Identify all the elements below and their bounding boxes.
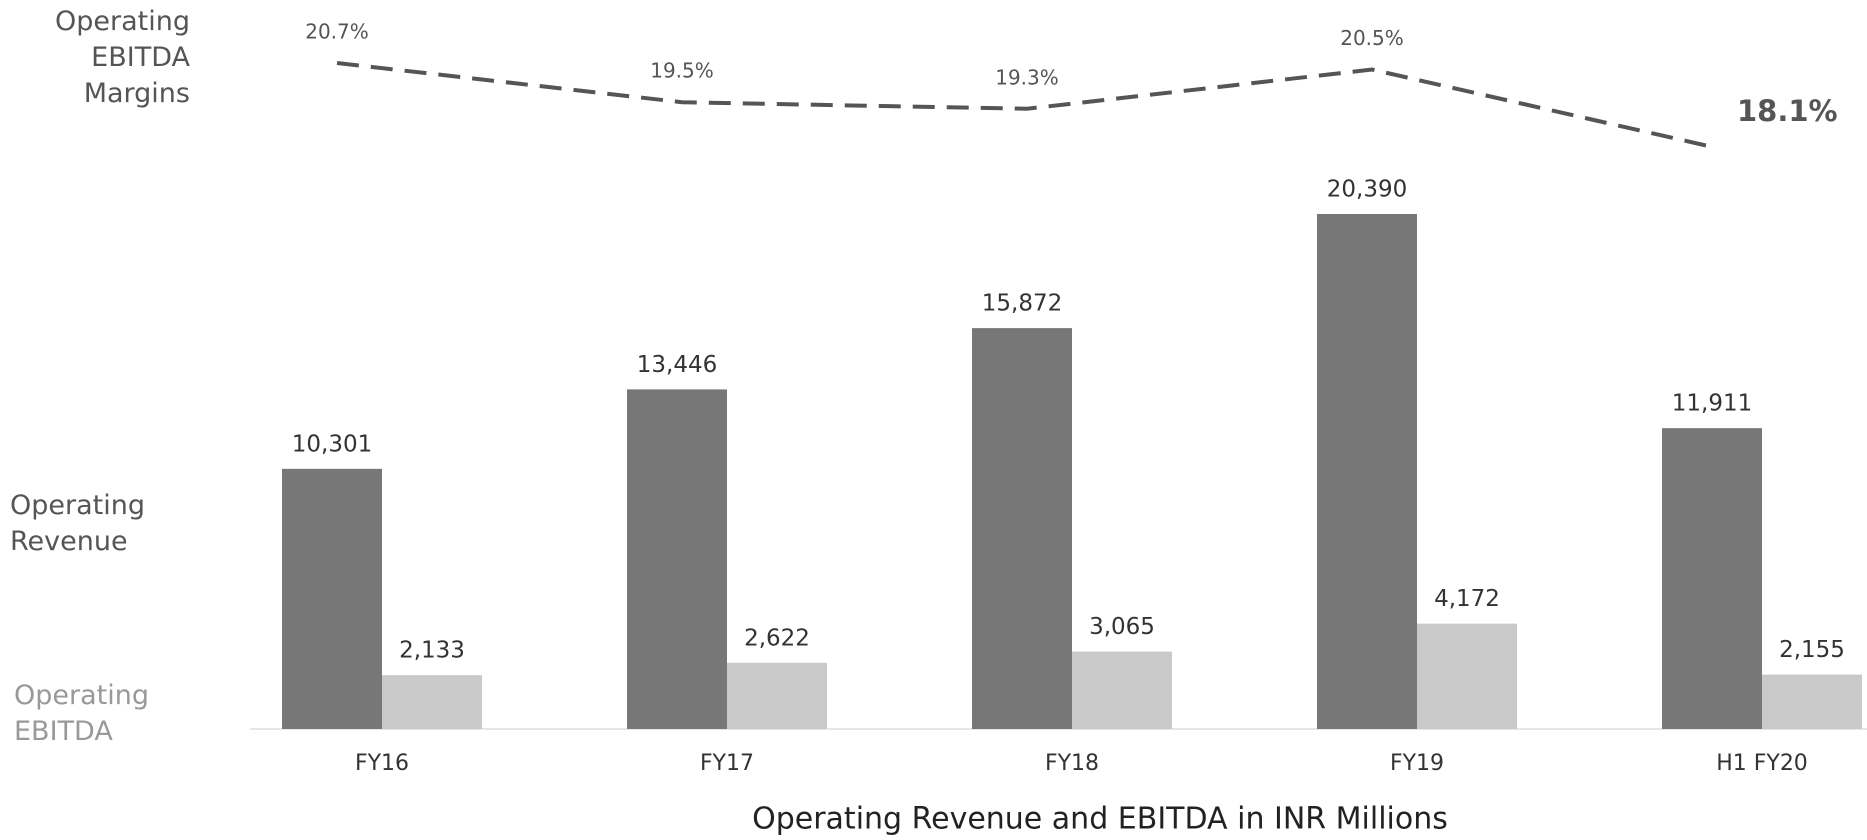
data-label: 2,622: [744, 625, 810, 651]
data-label: 2,155: [1779, 637, 1845, 663]
bar: [1072, 651, 1172, 729]
bar: [972, 328, 1072, 729]
bar: [382, 675, 482, 729]
margin-label: 20.5%: [1340, 26, 1404, 50]
chart-title: Operating Revenue and EBITDA in INR Mill…: [752, 802, 1448, 837]
x-tick-label: H1 FY20: [1716, 751, 1808, 776]
data-label: 10,301: [292, 431, 372, 457]
bar: [1417, 623, 1517, 729]
data-label: 3,065: [1089, 614, 1155, 640]
margin-label: 19.5%: [650, 59, 714, 83]
data-label: 15,872: [982, 291, 1062, 317]
data-label: 20,390: [1327, 177, 1407, 203]
bar: [282, 468, 382, 729]
bar: [627, 389, 727, 729]
x-tick-label: FY16: [355, 751, 409, 776]
data-label: 2,133: [399, 638, 465, 664]
line-legend: Operating EBITDA Margins: [55, 6, 190, 109]
margin-line: [336, 61, 1718, 150]
margin-label: 19.3%: [995, 65, 1059, 89]
data-label: 4,172: [1434, 586, 1500, 612]
bar: [1762, 674, 1862, 729]
data-label: 11,911: [1672, 391, 1752, 417]
bar: [727, 662, 827, 729]
bar: [1662, 428, 1762, 729]
legend-ebitda: Operating EBITDA: [14, 680, 149, 747]
x-tick-label: FY18: [1045, 751, 1099, 776]
margin-label: 18.1%: [1737, 94, 1838, 128]
x-tick-label: FY19: [1390, 751, 1444, 776]
margin-label: 20.7%: [305, 20, 369, 44]
x-tick-label: FY17: [700, 751, 754, 776]
legend-revenue: Operating Revenue: [10, 490, 145, 557]
bar: [1317, 214, 1417, 729]
data-label: 13,446: [637, 352, 717, 378]
